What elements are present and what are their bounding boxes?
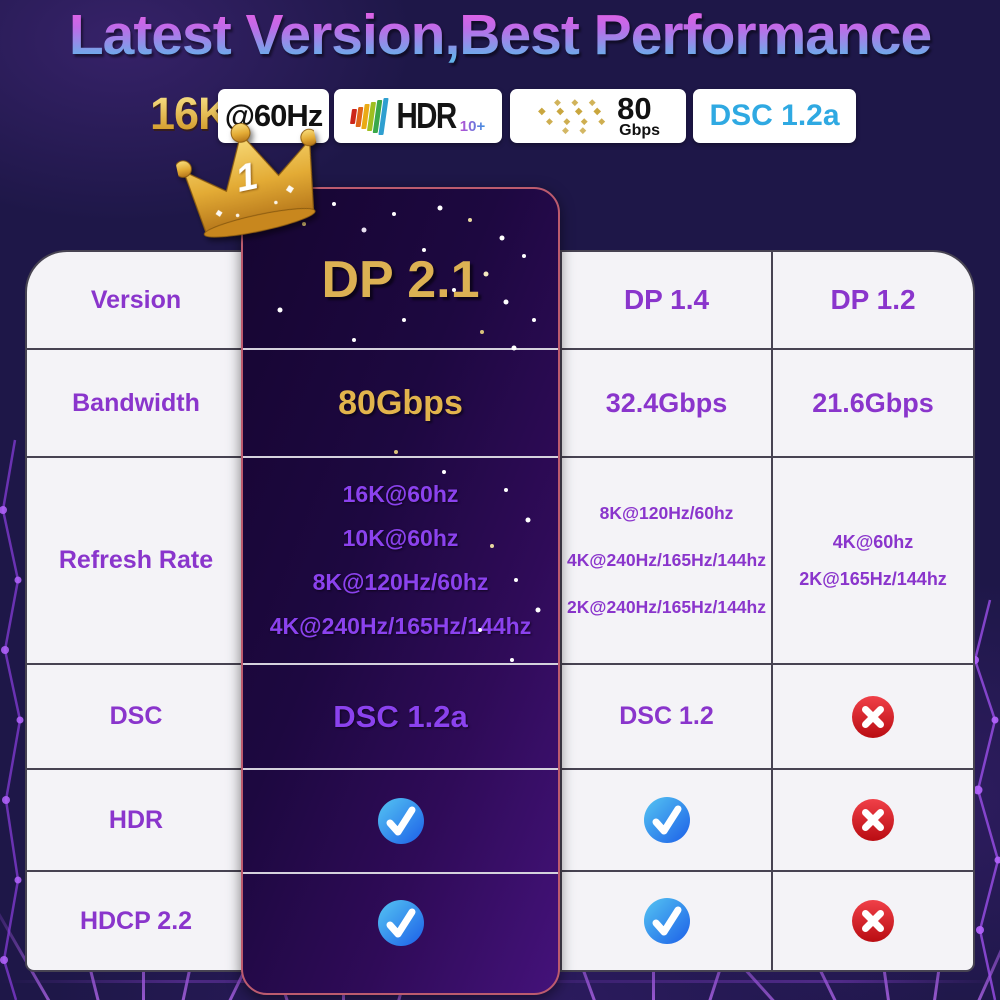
row-label-dsc: DSC bbox=[27, 665, 245, 768]
badge-80gbps: 80 Gbps bbox=[510, 89, 686, 143]
badge-dsc12a: DSC 1.2a bbox=[693, 89, 856, 143]
web-chain-right bbox=[971, 599, 1000, 1000]
check-icon bbox=[377, 797, 425, 845]
dp21-highlight-column: DP 2.1 80Gbps 16K@60hz 10K@60hz 8K@120Hz… bbox=[241, 187, 560, 995]
bandwidth-unit: Gbps bbox=[619, 122, 661, 140]
dp12-hdcp-cell bbox=[773, 872, 973, 970]
gold-diamond-pattern-icon bbox=[536, 98, 609, 135]
badge-16k-label: 16K bbox=[150, 88, 231, 139]
dp14-refresh-cell: 8K@120Hz/60hz 4K@240Hz/165Hz/144hz 2K@24… bbox=[562, 458, 771, 663]
dp12-refresh-cell: 4K@60hz 2K@165Hz/144hz bbox=[773, 458, 973, 663]
dp21-bottom-pad bbox=[243, 972, 558, 993]
crown-1st-place-icon: 1 bbox=[170, 109, 333, 254]
crown-icon bbox=[174, 122, 318, 238]
dp21-hdcp-cell bbox=[243, 872, 558, 972]
dp21-column-title: DP 2.1 bbox=[321, 250, 480, 309]
badge-hdr10plus: HDR 10+ bbox=[334, 89, 502, 143]
badge-bandwidth-text: 80 Gbps bbox=[617, 90, 661, 140]
cross-icon bbox=[851, 899, 895, 943]
dp21-hdr-cell bbox=[243, 768, 558, 872]
row-label-refresh-rate: Refresh Rate bbox=[27, 458, 245, 663]
row-label-bandwidth: Bandwidth bbox=[27, 350, 245, 456]
dp21-dsc-cell: DSC 1.2a bbox=[243, 663, 558, 768]
dp21-header-section: DP 2.1 bbox=[243, 189, 558, 348]
dp21-refresh-cell: 16K@60hz 10K@60hz 8K@120Hz/60hz 4K@240Hz… bbox=[243, 456, 558, 663]
dp12-dsc-cell bbox=[773, 665, 973, 768]
hdr-color-bars-icon bbox=[348, 97, 389, 135]
check-icon bbox=[643, 796, 691, 844]
dp21-bandwidth-cell: 80Gbps bbox=[243, 348, 558, 456]
dp12-column-header: DP 1.2 bbox=[773, 252, 973, 348]
comparison-table: Version DP 1.4 DP 1.2 Bandwidth 32.4Gbps… bbox=[25, 250, 975, 972]
dsc-badge-label: DSC 1.2a bbox=[709, 99, 840, 132]
dp14-bandwidth-cell: 32.4Gbps bbox=[562, 350, 771, 456]
dp12-bandwidth-cell: 21.6Gbps bbox=[773, 350, 973, 456]
web-chain-left bbox=[0, 439, 24, 1000]
cross-icon bbox=[851, 695, 895, 739]
dp14-dsc-cell: DSC 1.2 bbox=[562, 665, 771, 768]
dp14-hdcp-cell bbox=[562, 872, 771, 970]
dp14-hdr-cell bbox=[562, 770, 771, 870]
check-icon bbox=[643, 897, 691, 945]
bandwidth-value: 80 bbox=[617, 90, 652, 126]
cross-icon bbox=[851, 798, 895, 842]
page-title: Latest Version,Best Performance bbox=[0, 2, 1000, 68]
hdr-sub-label: 10+ bbox=[459, 118, 486, 135]
dp12-hdr-cell bbox=[773, 770, 973, 870]
row-label-hdcp: HDCP 2.2 bbox=[27, 872, 245, 970]
check-icon bbox=[377, 899, 425, 947]
dp14-column-header: DP 1.4 bbox=[562, 252, 771, 348]
row-label-version: Version bbox=[27, 252, 245, 348]
row-label-hdr: HDR bbox=[27, 770, 245, 870]
hdr-label: HDR bbox=[396, 95, 457, 136]
